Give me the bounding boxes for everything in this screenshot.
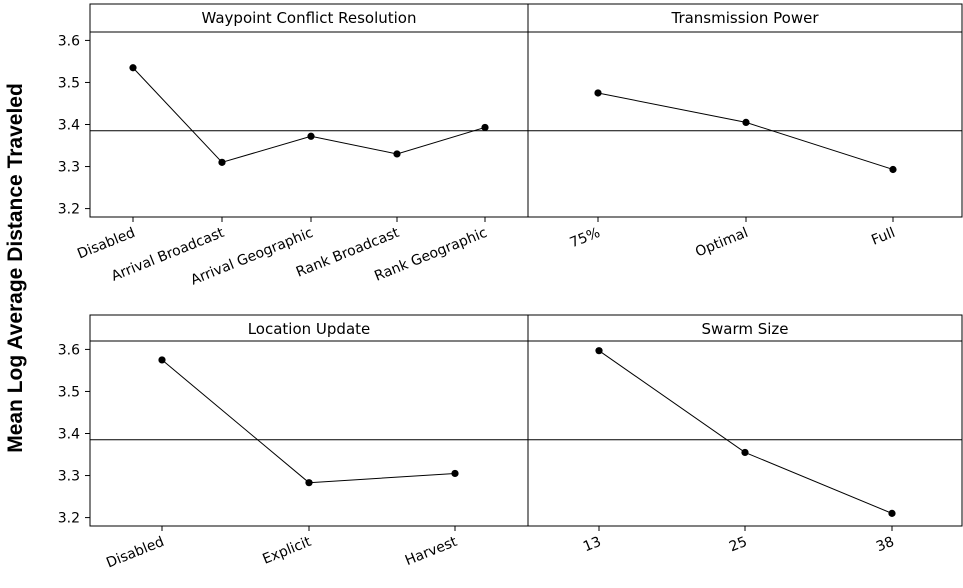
category-label: Optimal xyxy=(693,225,750,261)
data-point xyxy=(595,347,603,355)
panel-frame xyxy=(89,3,529,218)
y-tick-label: 3.4 xyxy=(58,118,80,134)
y-tick-label: 3.2 xyxy=(58,511,80,527)
category-label: 25 xyxy=(727,534,750,556)
series-line xyxy=(598,350,893,514)
y-tick-label: 3.5 xyxy=(58,384,80,400)
y-tick-label: 3.6 xyxy=(58,342,80,358)
panel-frame xyxy=(527,314,963,527)
y-tick-label: 3.3 xyxy=(58,469,80,485)
data-point xyxy=(742,118,750,126)
data-point xyxy=(129,64,137,72)
data-point xyxy=(218,158,226,166)
y-tick-label: 3.5 xyxy=(58,75,80,91)
data-point xyxy=(451,469,459,478)
y-tick-label: 3.3 xyxy=(58,160,80,176)
data-point xyxy=(594,89,602,97)
data-point xyxy=(307,132,315,140)
category-label: Harvest xyxy=(403,534,460,569)
panel-title: Location Update xyxy=(248,320,371,338)
category-label: Explicit xyxy=(260,534,314,568)
category-label: 75% xyxy=(568,225,603,251)
data-point xyxy=(305,479,313,487)
panels-group: Waypoint Conflict ResolutionDisabledArri… xyxy=(58,3,963,572)
panel-frame xyxy=(89,314,529,527)
panel-title: Waypoint Conflict Resolution xyxy=(201,9,416,27)
category-label: Disabled xyxy=(104,534,166,572)
data-point xyxy=(741,448,749,457)
category-label: Disabled xyxy=(75,225,137,263)
data-point xyxy=(889,165,897,174)
data-point xyxy=(888,509,896,517)
series-line xyxy=(132,67,486,163)
data-point xyxy=(393,150,401,158)
category-label: 38 xyxy=(874,534,897,556)
y-axis-label: Mean Log Average Distance Traveled xyxy=(4,83,27,453)
y-tick-label: 3.4 xyxy=(58,427,80,443)
y-tick-label: 3.6 xyxy=(58,33,80,49)
series-line xyxy=(161,359,456,484)
data-point xyxy=(158,356,166,364)
category-label: 13 xyxy=(581,534,604,556)
panel-title: Swarm Size xyxy=(701,320,788,338)
panel-title: Transmission Power xyxy=(670,9,819,27)
panel-frame xyxy=(527,3,963,218)
data-point xyxy=(481,123,489,132)
y-tick-label: 3.2 xyxy=(58,202,80,218)
category-label: Full xyxy=(869,225,897,249)
